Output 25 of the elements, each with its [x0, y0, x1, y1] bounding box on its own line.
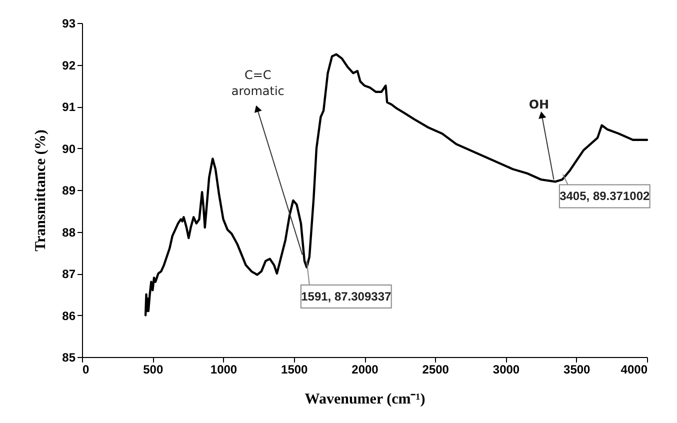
- x-tick-label: 3500: [564, 362, 591, 376]
- y-tick-label: 92: [62, 58, 76, 72]
- y-tick-label: 90: [62, 142, 76, 156]
- x-tick-label: 500: [143, 362, 164, 376]
- x-tick-label: 1000: [210, 362, 238, 376]
- x-axis-title: Wavenumer (cm⁻¹): [304, 392, 426, 408]
- annotation: 3405, 89.371002: [560, 189, 650, 204]
- y-tick-label: 85: [62, 350, 76, 364]
- x-tick-label: 0: [82, 362, 90, 376]
- x-tick-label: 3000: [492, 362, 520, 376]
- y-tick-label: 87: [62, 267, 76, 281]
- x-tick-label: 1500: [281, 362, 308, 376]
- line-series: [144, 53, 648, 316]
- y-axis-title: Transmittance (%): [33, 130, 50, 252]
- annotation: 1591, 87.309337: [301, 289, 392, 304]
- y-tick-label: 88: [62, 225, 76, 240]
- x-tick-label: 2500: [422, 362, 450, 376]
- y-tick-label: 86: [62, 308, 76, 323]
- x-tick-label: 4000: [620, 362, 648, 376]
- annotation: OH: [528, 97, 550, 112]
- y-tick-label: 89: [62, 184, 76, 198]
- annotation: C=C aromatic: [231, 68, 284, 98]
- y-tick-label: 91: [62, 100, 76, 114]
- y-tick-label: 93: [62, 16, 76, 30]
- x-tick-label: 2000: [352, 362, 379, 376]
